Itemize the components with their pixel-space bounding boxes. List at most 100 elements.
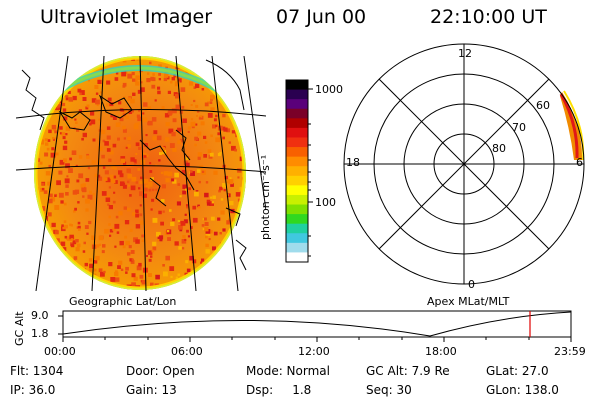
polar-plot [343,43,585,285]
speckle-dot [59,100,62,104]
altitude-curve [62,311,572,337]
speckle-dot [129,228,133,232]
speckle-dot [47,181,52,186]
speckle-dot [152,241,157,246]
speckle-dot [188,81,194,86]
info-mode: Mode: Normal [246,364,330,378]
speckle-dot [64,140,68,144]
speckle-dot [189,170,193,173]
speckle-dot [117,137,120,141]
speckle-dot [228,179,234,185]
speckle-dot [195,123,198,126]
speckle-dot [130,250,135,254]
speckle-dot [41,182,45,186]
speckle-dot [195,104,199,108]
speckle-dot [101,250,105,254]
speckle-dot [58,170,63,175]
speckle-dot [209,101,213,104]
speckle-dot [67,91,71,94]
speckle-dot [162,210,165,213]
speckle-dot [78,173,84,179]
speckle-dot [150,255,153,258]
speckle-dot [151,77,156,82]
speckle-dot [137,89,142,94]
speckle-dot [169,266,175,271]
speckle-dot [162,264,165,267]
speckle-dot [139,274,144,279]
speckle-dot [93,268,97,272]
speckle-dot [163,77,167,82]
speckle-dot [62,108,67,112]
speckle-dot [81,187,87,192]
speckle-dot [128,110,133,114]
speckle-dot [163,271,168,277]
speckle-dot [154,99,157,102]
altitude-ytick-low: 1.8 [31,327,49,340]
speckle-dot [152,136,157,141]
speckle-dot [170,81,173,84]
speckle-dot [59,126,63,130]
speckle-dot [64,235,68,239]
speckle-dot [213,170,218,175]
geographic-image [16,56,266,291]
mlat-label-70: 70 [512,121,526,134]
speckle-dot [156,239,160,242]
speckle-dot [119,173,124,178]
speckle-dot [118,211,123,216]
speckle-dot [171,178,175,182]
speckle-dot [235,192,241,197]
speckle-dot [127,144,131,148]
speckle-dot [50,152,56,158]
speckle-dot [138,109,141,112]
speckle-dot [94,173,98,177]
speckle-dot [125,115,129,119]
speckle-dot [152,188,155,192]
mlat-label-60: 60 [536,99,550,112]
speckle-dot [131,212,136,216]
speckle-dot [177,273,181,277]
speckle-dot [141,234,145,238]
speckle-dot [72,95,77,101]
speckle-dot [109,178,113,182]
speckle-dot [139,204,142,207]
speckle-dot [89,263,94,269]
speckle-dot [97,176,103,181]
speckle-dot [197,110,200,113]
speckle-dot [114,223,120,229]
speckle-dot [169,143,175,148]
speckle-dot [132,92,136,96]
speckle-dot [186,229,189,233]
speckle-dot [115,72,119,75]
speckle-dot [114,271,119,277]
speckle-dot [226,180,230,183]
emission-speckle [35,56,246,290]
speckle-dot [54,205,60,210]
speckle-dot [100,271,105,277]
speckle-dot [77,201,80,204]
speckle-dot [85,198,90,204]
speckle-dot [108,223,111,226]
speckle-dot [127,207,131,212]
speckle-dot [200,121,205,126]
speckle-dot [175,104,181,110]
speckle-dot [181,239,187,244]
speckle-dot [93,260,98,264]
speckle-dot [222,113,226,118]
speckle-dot [207,149,212,153]
speckle-dot [110,144,113,148]
speckle-dot [171,132,176,137]
speckle-dot [182,190,186,195]
speckle-dot [192,217,198,223]
speckle-dot [165,178,170,183]
speckle-dot [97,79,102,84]
speckle-dot [105,177,111,183]
colorbar-frame [285,79,309,263]
info-flight: Flt: 1304 [10,364,64,378]
speckle-dot [153,130,158,135]
speckle-dot [109,234,112,237]
speckle-dot [140,176,143,179]
speckle-dot [65,133,68,136]
speckle-dot [59,159,65,165]
speckle-dot [127,184,130,187]
speckle-dot [112,227,116,231]
